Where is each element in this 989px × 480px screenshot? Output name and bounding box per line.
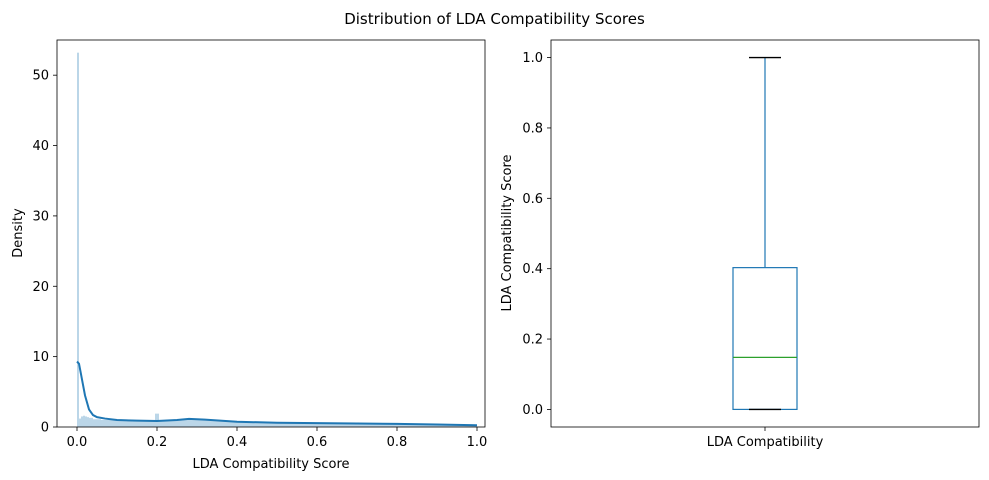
histogram-bar bbox=[89, 417, 93, 427]
boxplot-y-ticks: 0.0 0.2 0.4 0.6 0.8 1.0 bbox=[522, 51, 551, 418]
y-tick-label: 0.2 bbox=[522, 333, 543, 348]
x-tick-label: 1.0 bbox=[467, 435, 488, 450]
histogram-bar bbox=[277, 422, 317, 427]
histogram-bar bbox=[357, 423, 397, 427]
histogram-y-ticks: 0 10 20 30 40 50 bbox=[32, 69, 57, 436]
boxplot-box bbox=[732, 267, 798, 411]
y-tick-label: 10 bbox=[32, 350, 49, 365]
histogram-bar bbox=[237, 422, 277, 427]
figure-suptitle: Distribution of LDA Compatibility Scores bbox=[344, 10, 645, 28]
kde-line bbox=[76, 360, 478, 427]
x-tick-label: 0.0 bbox=[67, 435, 88, 450]
x-tick-label: 0.2 bbox=[147, 435, 168, 450]
histogram-bar bbox=[397, 424, 437, 427]
histogram-bar bbox=[117, 420, 137, 427]
histogram-bar bbox=[85, 416, 87, 427]
y-tick-label: 40 bbox=[32, 139, 49, 154]
y-tick-label: 30 bbox=[32, 209, 49, 224]
histogram-bars bbox=[77, 52, 477, 427]
boxplot-elements bbox=[732, 56, 798, 411]
y-tick-label: 20 bbox=[32, 280, 49, 295]
histogram-bar bbox=[437, 425, 477, 427]
y-tick-label: 1.0 bbox=[522, 51, 543, 66]
histogram-bar bbox=[87, 417, 89, 427]
histogram-bar bbox=[159, 420, 177, 427]
histogram-y-axis-label: Density bbox=[11, 208, 26, 258]
y-tick-label: 0.8 bbox=[522, 121, 543, 136]
histogram-x-axis-label: LDA Compatibility Score bbox=[192, 457, 349, 472]
x-tick-label: 0.6 bbox=[307, 435, 328, 450]
histogram-bar bbox=[101, 419, 117, 427]
histogram-bar bbox=[77, 52, 79, 427]
y-tick-label: 0 bbox=[41, 421, 49, 436]
y-tick-label: 0.0 bbox=[522, 403, 543, 418]
y-tick-label: 50 bbox=[32, 69, 49, 84]
histogram-bar bbox=[137, 421, 155, 427]
histogram-bar bbox=[317, 423, 357, 427]
x-tick-label: 0.8 bbox=[387, 435, 408, 450]
histogram-bar bbox=[197, 419, 217, 427]
histogram-x-ticks: 0.0 0.2 0.4 0.6 0.8 1.0 bbox=[67, 427, 488, 450]
boxplot-panel: LDA Compatibility 0.0 0.2 0.4 0.6 0.8 1.0 LDA… bbox=[500, 39, 980, 450]
x-tick-label: LDA Compatibility bbox=[707, 435, 824, 450]
histogram-bar bbox=[81, 416, 83, 427]
histogram-panel: 0.0 0.2 0.4 0.6 0.8 1.0 0 10 20 30 40 50 LDA Compa… bbox=[11, 39, 488, 472]
histogram-bar bbox=[79, 418, 81, 427]
boxplot-y-axis-label: LDA Compatibility Score bbox=[500, 154, 515, 311]
histogram-frame bbox=[56, 39, 486, 428]
histogram-bar bbox=[217, 421, 237, 427]
histogram-bar bbox=[83, 415, 85, 427]
y-tick-label: 0.6 bbox=[522, 192, 543, 207]
histogram-bar bbox=[93, 419, 101, 427]
boxplot-x-ticks: LDA Compatibility bbox=[707, 427, 824, 450]
x-tick-label: 0.4 bbox=[227, 435, 248, 450]
y-tick-label: 0.4 bbox=[522, 262, 543, 277]
histogram-bar bbox=[177, 419, 197, 427]
